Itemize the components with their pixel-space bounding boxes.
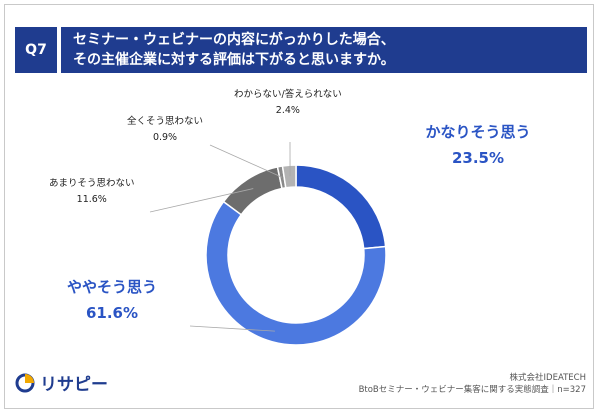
question-title-line-2: その主催企業に対する評価は下がると思いますか。 (73, 52, 395, 68)
slice-value-label: 61.6% (85, 304, 139, 322)
leader-line-3 (149, 188, 254, 213)
slice-label-4: 全くそう思わない 0.9% (127, 114, 203, 146)
slice-category-label: かなりそう思う (425, 123, 531, 141)
donut-slice-5 (281, 164, 297, 189)
slice-label-5: わからない/答えられない 2.4% (234, 87, 342, 119)
slice-value-label: 11.6% (76, 194, 107, 205)
slice-value-label: 2.4% (275, 105, 300, 116)
question-badge: Q7 (15, 27, 57, 73)
slice-category-label: 全くそう思わない (127, 116, 204, 127)
slice-label-1: かなりそう思う 23.5% (426, 119, 531, 171)
logo-text: リサピー (40, 375, 108, 395)
donut-slice-3 (222, 166, 283, 216)
logo: リサピー (14, 370, 108, 395)
slice-category-label: わからない/答えられない (234, 89, 342, 100)
footer-company: 株式会社IDEATECH (509, 373, 586, 383)
leader-line-2 (189, 325, 275, 332)
leader-line-4 (209, 144, 283, 178)
slice-value-label: 0.9% (152, 132, 178, 143)
footer: 株式会社IDEATECH BtoBセミナー・ウェビナー集客に関する実態調査｜n=… (359, 372, 586, 396)
slice-value-label: 23.5% (451, 149, 505, 167)
slice-category-label: ややそう思う (67, 278, 158, 296)
donut-slice-1 (295, 164, 387, 250)
question-title-line-1: セミナー・ウェビナーの内容にがっかりした場合、 (73, 32, 395, 48)
footer-survey: BtoBセミナー・ウェビナー集客に関する実態調査｜n=327 (358, 385, 586, 395)
slice-category-label: あまりそう思わない (49, 178, 135, 189)
donut-slice-2 (205, 200, 387, 346)
question-title: セミナー・ウェビナーの内容にがっかりした場合、 その主催企業に対する評価は下がる… (61, 27, 587, 73)
lisapie-pie-icon (15, 373, 35, 392)
slice-label-3: あまりそう思わない 11.6% (49, 176, 135, 208)
slice-label-2: ややそう思う 61.6% (67, 274, 157, 326)
